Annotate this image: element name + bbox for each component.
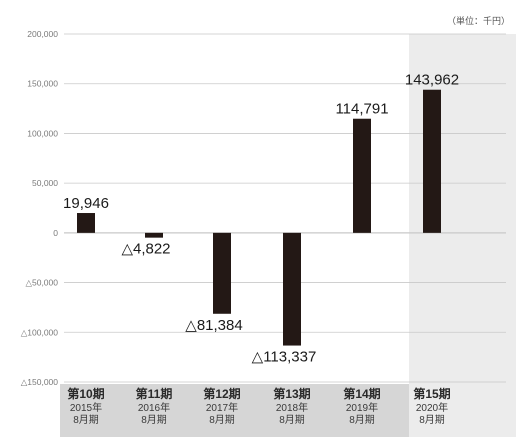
category-month-label: 8月期 — [209, 414, 235, 426]
category-year-label: 2016年 — [138, 401, 170, 414]
y-tick-label: 50,000 — [32, 178, 58, 188]
category-year-label: 2015年 — [70, 401, 102, 414]
category-period-label: 第12期 — [203, 386, 240, 401]
y-tick-label: 150,000 — [27, 79, 58, 89]
data-label: 143,962 — [405, 72, 459, 89]
category-year-label: 2019年 — [346, 401, 378, 414]
y-tick-label: △150,000 — [21, 377, 59, 387]
bar — [77, 213, 95, 233]
y-tick-label: 100,000 — [27, 128, 58, 138]
unit-label: （単位：千円） — [447, 15, 510, 26]
category-period-label: 第13期 — [273, 386, 310, 401]
bar — [283, 232, 301, 346]
data-label: △4,822 — [121, 241, 170, 258]
category-period-label: 第11期 — [136, 386, 173, 401]
data-label: △113,337 — [252, 349, 317, 366]
category-year-label: 2020年 — [416, 401, 448, 414]
y-tick-label: △100,000 — [21, 327, 59, 337]
bar — [423, 89, 441, 233]
category-year-label: 2017年 — [206, 401, 238, 414]
y-tick-label: 200,000 — [27, 29, 58, 39]
category-month-label: 8月期 — [73, 414, 99, 426]
data-label: 114,791 — [335, 101, 388, 118]
data-label: 19,946 — [63, 195, 109, 212]
category-month-label: 8月期 — [279, 414, 305, 426]
y-tick-label: 0 — [53, 228, 58, 238]
category-month-label: 8月期 — [349, 414, 375, 426]
category-month-label: 8月期 — [419, 414, 445, 426]
bar — [213, 232, 231, 314]
data-label: △81,384 — [185, 317, 242, 334]
category-band — [60, 384, 409, 437]
bar — [353, 118, 371, 233]
category-period-label: 第10期 — [67, 386, 104, 401]
category-month-label: 8月期 — [141, 414, 167, 426]
bar — [145, 232, 163, 238]
y-tick-label: △50,000 — [25, 278, 58, 288]
category-period-label: 第15期 — [413, 386, 450, 401]
category-year-label: 2018年 — [276, 401, 308, 414]
category-period-label: 第14期 — [343, 386, 380, 401]
